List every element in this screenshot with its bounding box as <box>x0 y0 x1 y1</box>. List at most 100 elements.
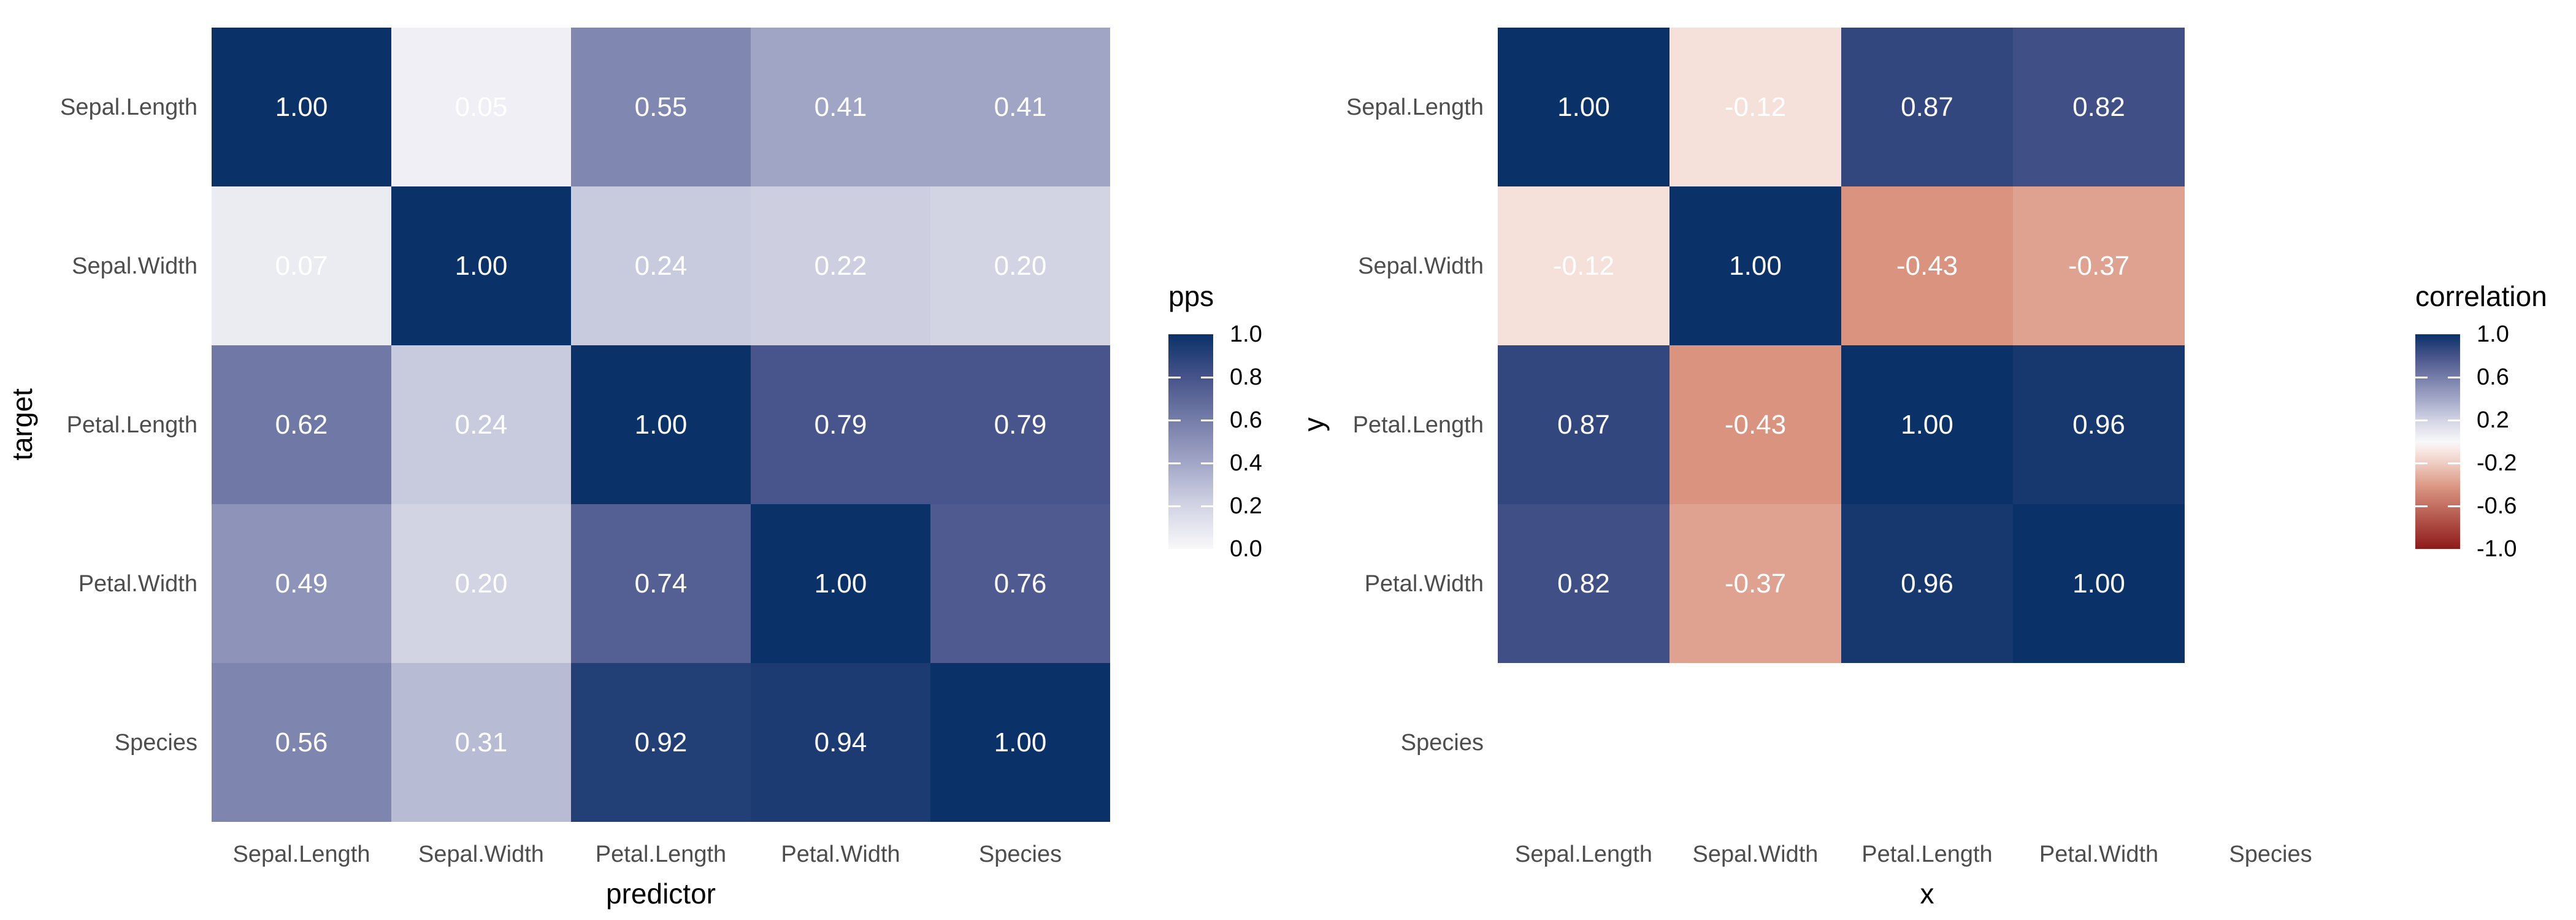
heatmap-cell: -0.43 <box>1669 345 1841 504</box>
heatmap-cell: 0.87 <box>1841 28 2013 186</box>
heatmap-cell: -0.12 <box>1669 28 1841 186</box>
colorbar-tick-mark <box>2448 376 2460 378</box>
heatmap-cell: -0.12 <box>1498 186 1669 345</box>
cell-value: 1.00 <box>1557 91 1610 122</box>
cell-value: 1.00 <box>1729 250 1782 281</box>
cell-value: 0.41 <box>814 91 867 122</box>
x-axis-title: x <box>1920 878 1934 910</box>
heatmap-cell: 0.82 <box>2013 28 2185 186</box>
heatmap-cell: 1.00 <box>391 186 571 345</box>
heatmap-cell: 0.07 <box>212 186 391 345</box>
x-tick-label: Sepal.Width <box>1692 841 1819 867</box>
x-tick-label: Sepal.Length <box>232 841 370 867</box>
heatmap-cell: 0.74 <box>571 504 751 663</box>
x-tick-label: Petal.Length <box>1861 841 1993 867</box>
cell-value: -0.12 <box>1552 250 1615 281</box>
colorbar-tick-label: 0.0 <box>1230 536 1262 562</box>
cell-value: 1.00 <box>454 250 508 281</box>
heatmap-cell: -0.37 <box>2013 186 2185 345</box>
y-tick-label: Species <box>1400 729 1484 756</box>
heatmap-cell: 0.24 <box>391 345 571 504</box>
heatmap-cell: 0.79 <box>930 345 1110 504</box>
heatmap-cell: 0.76 <box>930 504 1110 663</box>
cell-value: 0.56 <box>275 727 328 757</box>
colorbar-tick-label: -0.6 <box>2477 493 2517 519</box>
cell-value: 0.79 <box>994 409 1047 440</box>
cell-value: -0.12 <box>1724 91 1787 122</box>
y-tick-label: Sepal.Width <box>72 253 197 279</box>
heatmap-cell: 0.20 <box>930 186 1110 345</box>
colorbar-tick-mark <box>1168 376 1181 378</box>
heatmap-cell: 0.55 <box>571 28 751 186</box>
colorbar-tick-mark <box>1201 376 1213 378</box>
colorbar-tick-label: -0.2 <box>2477 450 2517 476</box>
heatmap-cell: 0.79 <box>751 345 930 504</box>
x-tick-label: Petal.Width <box>781 841 900 867</box>
cell-value: 0.31 <box>454 727 508 757</box>
heatmap-cell: 0.56 <box>212 663 391 822</box>
heatmap-cell: 0.94 <box>751 663 930 822</box>
heatmap-cell: 0.22 <box>751 186 930 345</box>
cell-value: 0.92 <box>634 727 688 757</box>
colorbar-tick-label: 0.4 <box>1230 450 1262 476</box>
y-tick-label: Petal.Width <box>78 570 197 597</box>
colorbar-tick-mark <box>2415 462 2428 464</box>
cell-value: 0.20 <box>994 250 1047 281</box>
heatmap-cell: 1.00 <box>1841 345 2013 504</box>
heatmap-cell: 0.82 <box>1498 504 1669 663</box>
colorbar-tick-label: 0.8 <box>1230 364 1262 390</box>
heatmap-cell: 1.00 <box>212 28 391 186</box>
cell-value: 0.87 <box>1901 91 1953 122</box>
cell-value: 0.20 <box>454 568 508 599</box>
cell-value: 0.76 <box>994 568 1047 599</box>
colorbar-tick-label: -1.0 <box>2477 536 2517 562</box>
heatmap-cell: 0.41 <box>930 28 1110 186</box>
cell-value: 1.00 <box>814 568 867 599</box>
cell-value: 0.94 <box>814 727 867 757</box>
colorbar-gradient <box>2415 334 2460 549</box>
cell-value: 0.55 <box>634 91 688 122</box>
cell-value: -0.37 <box>2068 250 2130 281</box>
heatmap-cell: 1.00 <box>1498 28 1669 186</box>
colorbar-tick-label: 0.6 <box>2477 364 2509 390</box>
cell-value: 0.24 <box>634 250 688 281</box>
colorbar-gradient <box>1168 334 1213 549</box>
x-tick-label: Sepal.Length <box>1515 841 1652 867</box>
cell-value: 0.49 <box>275 568 328 599</box>
y-tick-label: Sepal.Width <box>1358 253 1484 279</box>
heatmap-cell: 0.49 <box>212 504 391 663</box>
colorbar-tick-mark <box>2448 419 2460 421</box>
colorbar-tick-mark <box>2448 505 2460 507</box>
colorbar-tick-label: 0.2 <box>2477 407 2509 433</box>
cell-value: 0.96 <box>2072 409 2125 440</box>
legend-title: correlation <box>2415 280 2547 312</box>
x-tick-label: Species <box>2229 841 2312 867</box>
colorbar-tick-label: 1.0 <box>1230 321 1262 347</box>
colorbar-tick-label: 0.2 <box>1230 493 1262 519</box>
colorbar-tick-mark <box>1201 505 1213 507</box>
cell-value: 0.07 <box>275 250 328 281</box>
y-tick-label: Sepal.Length <box>60 94 197 120</box>
heatmap-grid: 1.00 -0.12 0.87 0.82 -0.12 1.00 -0.43 -0.37 0.87… <box>1498 28 2356 822</box>
heatmap-grid: 1.00 0.05 0.55 0.41 0.41 0.07 1.00 0.24 0.22 0.20… <box>212 28 1110 822</box>
y-tick-label: Species <box>114 729 197 756</box>
x-tick-label: Petal.Width <box>2039 841 2159 867</box>
x-tick-label: Species <box>978 841 1062 867</box>
cell-value: 0.82 <box>1557 568 1610 599</box>
colorbar-tick-label: 1.0 <box>2477 321 2509 347</box>
cell-value: 0.22 <box>814 250 867 281</box>
cell-value: 1.00 <box>634 409 688 440</box>
x-tick-label: Petal.Length <box>595 841 727 867</box>
cell-value: 0.05 <box>454 91 508 122</box>
y-tick-label: Sepal.Length <box>1346 94 1484 120</box>
colorbar-tick-mark <box>2415 505 2428 507</box>
heatmap-cell: -0.37 <box>1669 504 1841 663</box>
heatmap-cell: 0.24 <box>571 186 751 345</box>
cell-value: -0.43 <box>1724 409 1787 440</box>
cell-value: 0.87 <box>1557 409 1610 440</box>
y-tick-label: Petal.Length <box>66 412 197 438</box>
colorbar-tick-mark <box>1168 505 1181 507</box>
colorbar-tick-mark <box>2415 419 2428 421</box>
heatmap-cell: 1.00 <box>930 663 1110 822</box>
